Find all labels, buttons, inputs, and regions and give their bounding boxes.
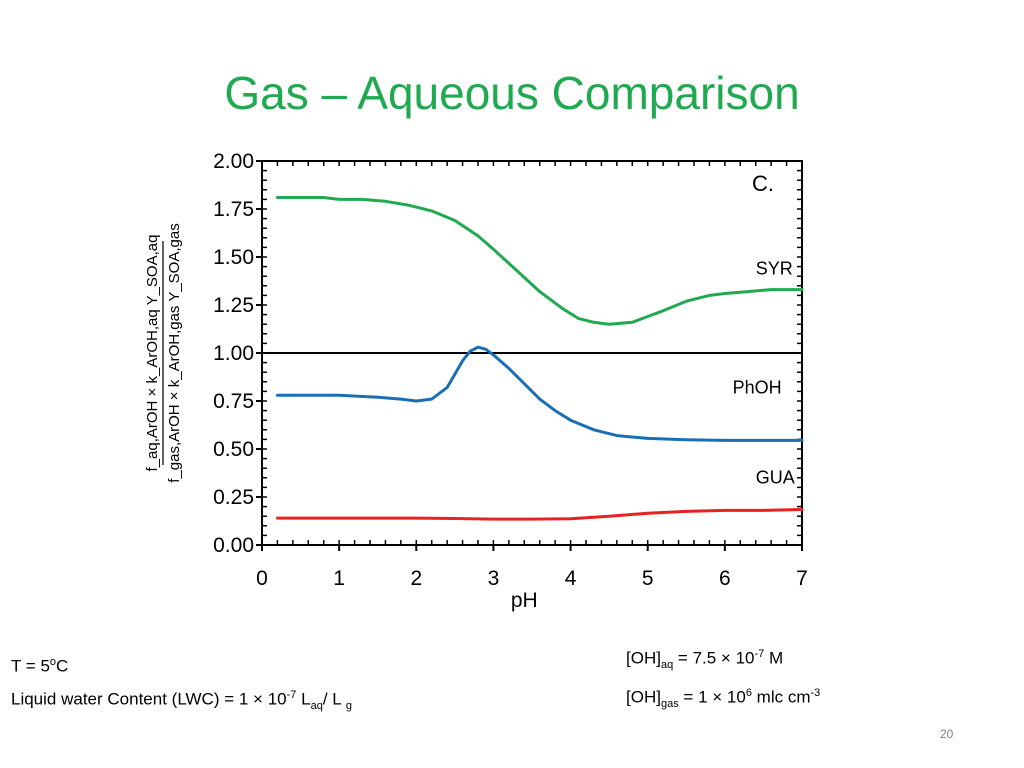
x-tick-label: 2 <box>410 567 422 590</box>
x-tick-label: 6 <box>719 567 731 590</box>
y-tick-label: 1.25 <box>213 294 254 317</box>
y-tick-label: 0.75 <box>213 390 254 413</box>
x-tick-label: 1 <box>333 567 345 590</box>
oh-concentration-note: [OH]aq = 7.5 × 10-7 M [OH]gas = 1 × 106 … <box>626 640 820 718</box>
temperature-note: T = 5oC <box>11 656 69 676</box>
y-tick-label: 0.50 <box>213 438 254 461</box>
y-tick-label: 2.00 <box>213 150 254 173</box>
x-tick-label: 7 <box>796 567 808 590</box>
series-line-gua <box>275 508 804 521</box>
conditions-note: T = 5oC Liquid water Content (LWC) = 1 ×… <box>11 648 352 720</box>
y-axis-label-numerator: f_aq,ArOH × k_ArOH,aq Y_SOA,aq <box>144 235 161 472</box>
lwc-note: Liquid water Content (LWC) = 1 × 10-7 La… <box>11 688 352 712</box>
y-tick-label: 1.75 <box>213 198 254 221</box>
x-tick-label: 4 <box>565 567 577 590</box>
series-label-gua: GUA <box>756 468 795 488</box>
slide-title: Gas – Aqueous Comparison <box>224 67 800 119</box>
series-label-phoh: PhOH <box>733 377 782 397</box>
y-tick-label: 0.00 <box>213 534 254 557</box>
y-tick-label: 0.25 <box>213 486 254 509</box>
x-tick-label: 5 <box>642 567 654 590</box>
x-axis-label: pH <box>511 589 538 612</box>
y-axis-label: f_aq,ArOH × k_ArOH,aq Y_SOA,aq f_gas,ArOH… <box>144 223 183 482</box>
x-tick-label: 3 <box>488 567 500 590</box>
series-line-phoh <box>275 345 804 442</box>
slide-number: 20 <box>940 727 954 741</box>
series-line-syr <box>275 196 804 326</box>
panel-label: C. <box>752 171 774 196</box>
y-axis-label-denominator: f_gas,ArOH × k_ArOH,gas Y_SOA,gas <box>166 223 183 482</box>
series-label-syr: SYR <box>756 258 793 278</box>
y-tick-label: 1.50 <box>213 246 254 269</box>
oh-aq-note: [OH]aq = 7.5 × 10-7 M <box>626 648 784 672</box>
oh-gas-note: [OH]gas = 1 × 106 mlc cm-3 <box>626 687 821 711</box>
y-tick-label: 1.00 <box>213 342 254 365</box>
x-tick-label: 0 <box>256 567 268 590</box>
